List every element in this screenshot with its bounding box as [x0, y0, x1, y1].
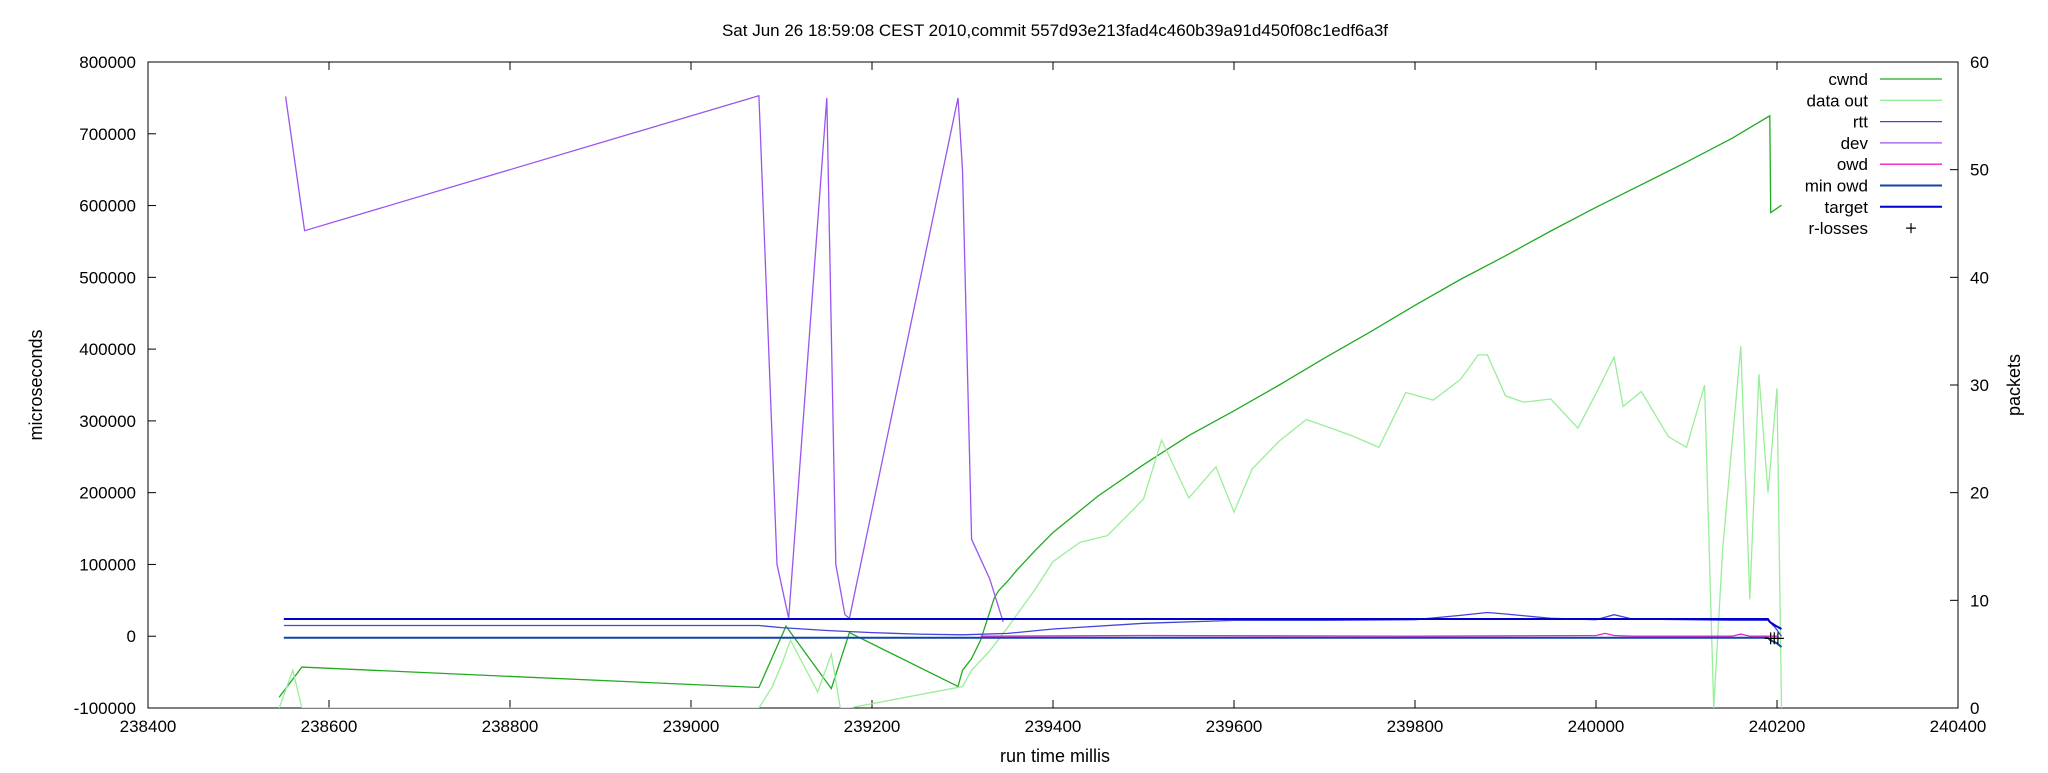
y2-tick-label: 30	[1970, 376, 1989, 395]
legend-label-r-losses: r-losses	[1808, 219, 1868, 238]
y-tick-label: 200000	[79, 484, 136, 503]
legend-label-cwnd: cwnd	[1828, 70, 1868, 89]
x-tick-label: 239000	[663, 717, 720, 736]
y2-tick-label: 40	[1970, 268, 1989, 287]
x-tick-label: 240000	[1568, 717, 1625, 736]
y-tick-label: 800000	[79, 53, 136, 72]
series-rtt-line	[283, 611, 1783, 637]
y2-tick-label: 20	[1970, 484, 1989, 503]
y2-tick-label: 0	[1970, 699, 1979, 718]
y-tick-label: 0	[127, 627, 136, 646]
legend-label-dev: dev	[1841, 134, 1869, 153]
x-tick-label: 239200	[844, 717, 901, 736]
y2-tick-label: 10	[1970, 591, 1989, 610]
y-tick-label: 300000	[79, 412, 136, 431]
legend-label-rtt: rtt	[1853, 113, 1868, 132]
y2-tick-label: 60	[1970, 53, 1989, 72]
x-tick-label: 240200	[1749, 717, 1806, 736]
series-owd-line	[980, 632, 1777, 637]
y-tick-label: 700000	[79, 125, 136, 144]
series-r-losses-point	[1771, 632, 1784, 645]
legend-label-target: target	[1825, 198, 1869, 217]
y-tick-label: 600000	[79, 197, 136, 216]
legend-swatch-r-losses	[1906, 223, 1916, 234]
plot-border	[147, 61, 1959, 709]
y2-axis-label: packets	[2004, 354, 2024, 416]
series-target-line	[283, 618, 1782, 630]
x-tick-label: 240400	[1930, 717, 1987, 736]
series-min-owd-line	[283, 636, 1783, 648]
x-tick-label: 238800	[482, 717, 539, 736]
series-data-out-line	[278, 346, 1783, 708]
chart-title: Sat Jun 26 18:59:08 CEST 2010,commit 557…	[722, 21, 1388, 40]
x-tick-label: 238600	[301, 717, 358, 736]
y-tick-label: 500000	[79, 268, 136, 287]
y-tick-label: 100000	[79, 555, 136, 574]
series-dev-line	[284, 94, 1004, 623]
y-axis-label: microseconds	[26, 329, 46, 440]
y-tick-label: 400000	[79, 340, 136, 359]
series-cwnd-line	[278, 114, 1782, 698]
legend-label-owd: owd	[1837, 155, 1868, 174]
legend-label-min-owd: min owd	[1805, 177, 1868, 196]
legend-label-data-out: data out	[1807, 91, 1869, 110]
x-axis-label: run time millis	[1000, 746, 1110, 766]
x-tick-label: 239400	[1025, 717, 1082, 736]
y-tick-label: -100000	[74, 699, 136, 718]
plot-series-group	[278, 94, 1784, 708]
legend: cwnd data out rtt dev owd min owd target r-loss…	[1805, 70, 1942, 238]
axes-group: 238400 238600 238800 239000 239200 239400 2396…	[74, 53, 1989, 736]
x-tick-label: 238400	[120, 717, 177, 736]
plot-area	[278, 94, 1784, 708]
x-tick-label: 239800	[1387, 717, 1444, 736]
x-tick-label: 239600	[1206, 717, 1263, 736]
y2-tick-label: 50	[1970, 161, 1989, 180]
